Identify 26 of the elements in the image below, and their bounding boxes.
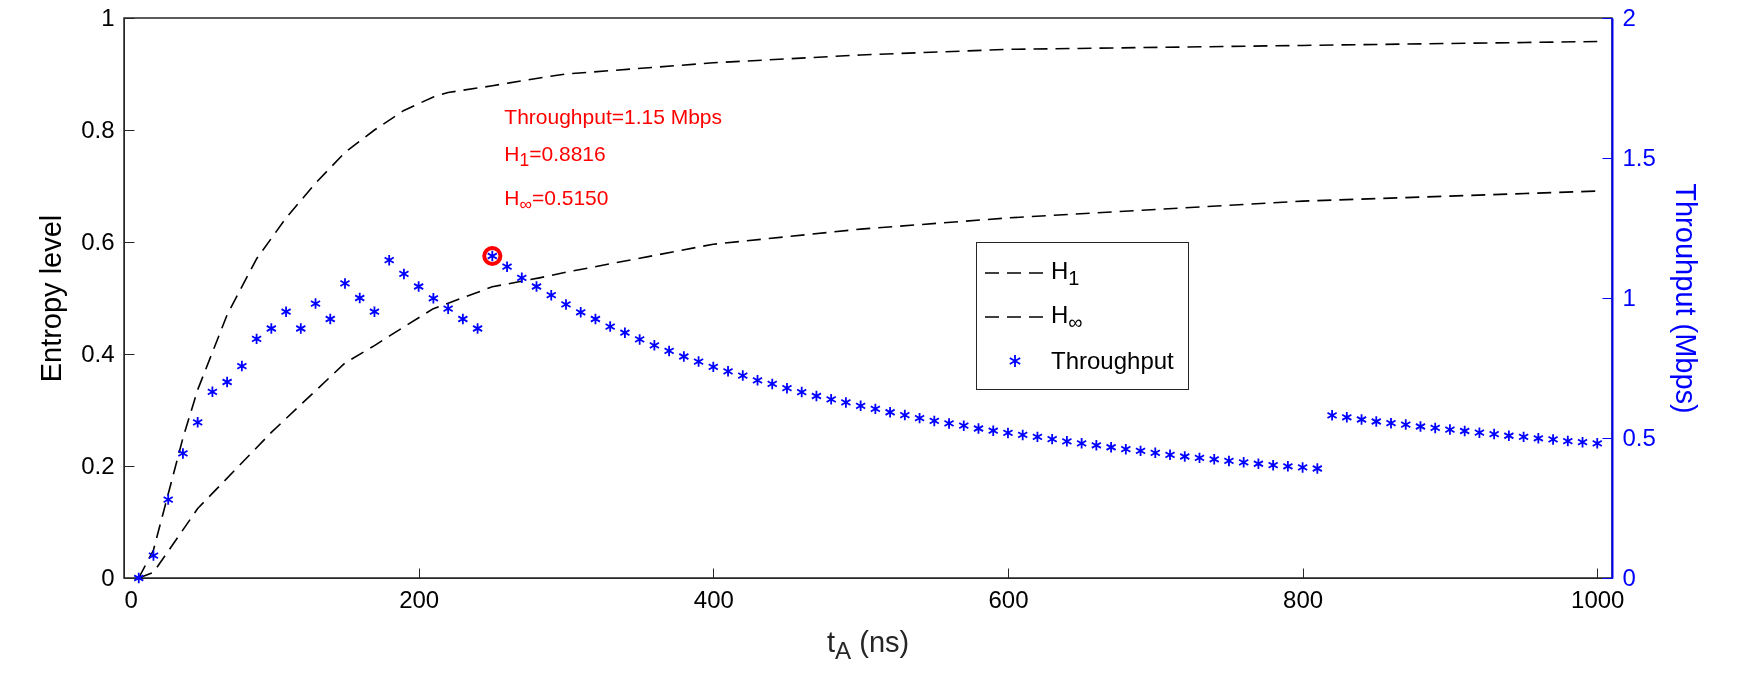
legend-label: Throughput	[1051, 347, 1174, 375]
y2-tick-label: 1	[1622, 283, 1636, 311]
y2-tick-label: 1.5	[1622, 143, 1656, 171]
x-tick-label: 600	[988, 585, 1029, 613]
x-tick-label: 800	[1283, 585, 1324, 613]
annotation: H$_{∞}$=0.5150	[504, 185, 610, 217]
x-tick-label: 1000	[1571, 585, 1625, 613]
y-tick-label: 0.6	[81, 227, 115, 255]
y-tick-label: 0.8	[81, 115, 115, 143]
y2-axis-title: Throuhput (Mbps)	[1669, 183, 1702, 414]
annotation: Throughput=1.15 Mbps	[504, 104, 723, 130]
x-tick-label: 0	[124, 585, 138, 613]
legend-label: H$_{∞}$	[1051, 300, 1083, 334]
x-tick-label: 200	[399, 585, 440, 613]
y-tick-label: 0.4	[81, 339, 115, 367]
annotation: H$_{1}$=0.8816	[504, 141, 607, 173]
y2-tick-label: 0.5	[1622, 423, 1656, 451]
x-tick-label: 400	[693, 585, 734, 613]
x-axis-title: t$_{A}$ (ns)	[827, 626, 910, 665]
y-tick-label: 1	[101, 3, 115, 31]
y2-tick-label: 0	[1622, 563, 1636, 591]
y-axis-title: Entropy level	[35, 214, 68, 383]
legend-label: H$_{1}$	[1051, 256, 1080, 290]
y2-tick-label: 2	[1622, 3, 1636, 31]
y-tick-label: 0.2	[81, 451, 115, 479]
y-tick-label: 0	[101, 563, 115, 591]
